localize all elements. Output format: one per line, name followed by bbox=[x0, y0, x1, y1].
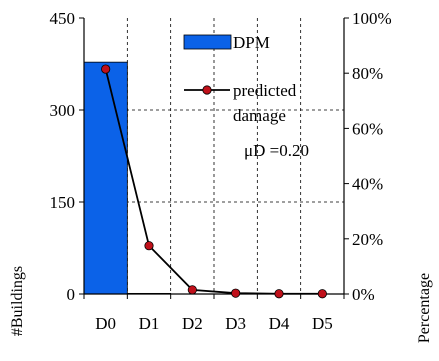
right-tick-label: 60% bbox=[352, 119, 383, 138]
x-tick-label-d2: D2 bbox=[182, 314, 203, 333]
left-tick-label: 300 bbox=[50, 101, 76, 120]
left-tick-label: 0 bbox=[67, 285, 76, 304]
legend-marker-predicted-damage bbox=[202, 85, 212, 95]
x-tick-label-d4: D4 bbox=[269, 314, 290, 333]
legend-label-predicted: predicted bbox=[233, 81, 297, 100]
y-axis-title-right: Percentage bbox=[416, 273, 433, 343]
mean-damage-annotation: μD =0.20 bbox=[244, 141, 309, 160]
x-tick-label-d3: D3 bbox=[225, 314, 246, 333]
right-tick-label: 40% bbox=[352, 175, 383, 194]
right-tick-label: 20% bbox=[352, 230, 383, 249]
x-tick-label-d1: D1 bbox=[139, 314, 160, 333]
legend-swatch-dpm bbox=[183, 34, 232, 50]
predicted-damage-point-d1 bbox=[144, 241, 154, 251]
predicted-damage-point-d3 bbox=[231, 288, 241, 298]
left-tick-label: 450 bbox=[50, 9, 76, 28]
legend-label-damage: damage bbox=[233, 106, 286, 125]
right-tick-label: 0% bbox=[352, 285, 375, 304]
left-tick-label: 150 bbox=[50, 193, 76, 212]
right-tick-label: 80% bbox=[352, 64, 383, 83]
x-tick-label-d0: D0 bbox=[95, 314, 116, 333]
predicted-damage-point-d4 bbox=[274, 289, 284, 299]
predicted-damage-point-d0 bbox=[101, 64, 111, 74]
bar-d0 bbox=[83, 61, 128, 295]
legend: DPM predicted damage bbox=[183, 33, 297, 125]
predicted-damage-point-d5 bbox=[317, 289, 327, 299]
predicted-damage-series bbox=[101, 64, 327, 299]
predicted-damage-point-d2 bbox=[187, 285, 197, 295]
axis-ticks: 0 150 300 450 0% 20% 40% 60% 80% 100% D0 D1 D2 D3 D4 D5 bbox=[50, 9, 392, 333]
y-axis-title-left: #Buildings bbox=[9, 266, 26, 336]
legend-label-dpm: DPM bbox=[233, 33, 270, 52]
right-tick-label: 100% bbox=[352, 9, 392, 28]
predicted-damage-line bbox=[104, 68, 323, 295]
x-tick-label-d5: D5 bbox=[312, 314, 333, 333]
